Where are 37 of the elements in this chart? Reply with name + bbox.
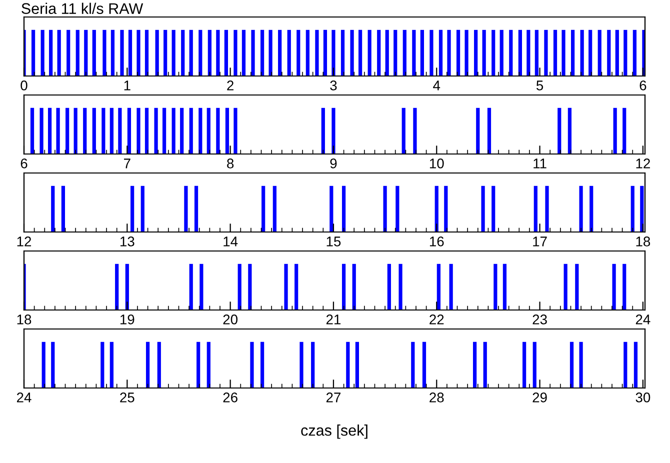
x-tick-label: 11	[534, 158, 546, 168]
x-tick-label: 16	[430, 236, 444, 246]
x-tick-label: 18	[17, 314, 32, 324]
x-tick-label: 12	[636, 158, 650, 168]
x-tick-label: 26	[223, 392, 238, 402]
x-tick-label: 22	[430, 314, 444, 324]
x-tick-label: 2	[227, 80, 234, 90]
x-tick-label: 3	[330, 80, 337, 90]
chart-title: Seria 11 kl/s RAW	[22, 2, 144, 14]
x-tick-label: 9	[330, 158, 337, 168]
x-tick-label: 21	[326, 314, 341, 324]
x-tick-label: 0	[20, 80, 28, 90]
x-tick-label: 24	[636, 314, 650, 324]
x-tick-label: 10	[430, 158, 444, 168]
x-tick-label: 18	[636, 236, 650, 246]
x-tick-label: 6	[20, 158, 28, 168]
x-tick-label: 1	[124, 80, 130, 90]
x-tick-label: 5	[536, 80, 544, 90]
x-tick-label: 4	[433, 80, 440, 90]
x-axis-title: czas [sek]	[301, 424, 368, 439]
x-tick-label: 8	[227, 158, 234, 168]
x-tick-label: 24	[16, 392, 32, 402]
x-tick-label: 15	[326, 236, 341, 246]
x-tick-label: 17	[533, 236, 547, 246]
x-tick-label: 7	[124, 158, 130, 168]
x-tick-label: 27	[326, 392, 340, 402]
x-tick-label: 20	[223, 314, 238, 324]
x-tick-label: 30	[636, 392, 650, 402]
x-tick-label: 6	[640, 80, 646, 90]
x-tick-label: 12	[17, 236, 32, 246]
x-tick-label: 13	[120, 236, 134, 246]
x-tick-label: 23	[532, 314, 547, 324]
x-tick-label: 29	[532, 392, 547, 402]
x-tick-label: 28	[430, 392, 444, 402]
x-tick-label: 19	[120, 314, 134, 324]
x-tick-label: 14	[224, 236, 238, 246]
x-tick-label: 25	[120, 392, 134, 402]
